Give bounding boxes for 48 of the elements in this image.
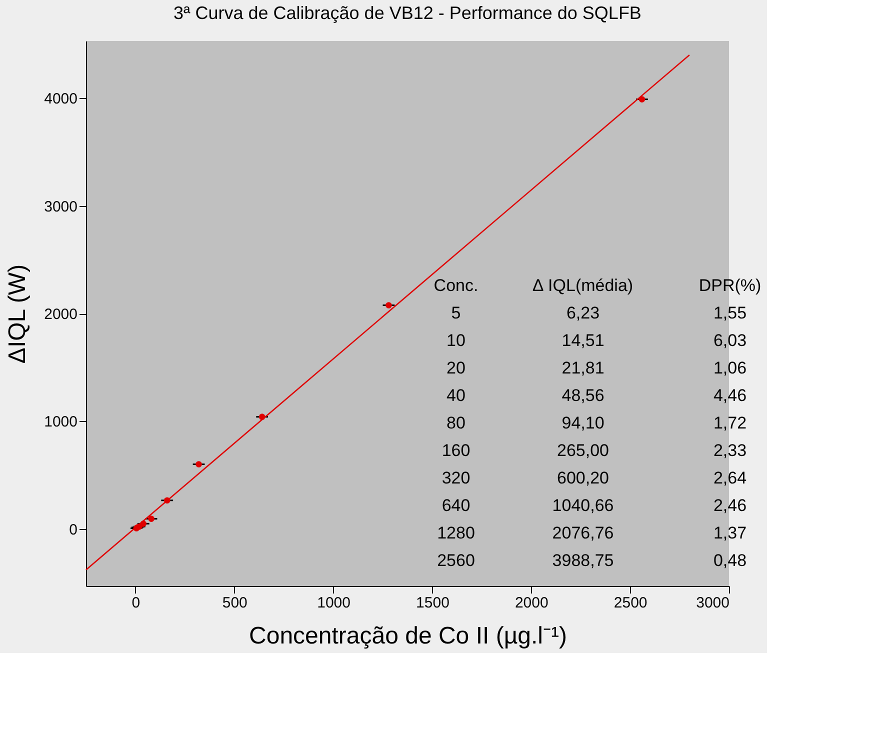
x-tick-label: 2000: [514, 594, 548, 612]
x-tick-label: 3000: [696, 594, 730, 612]
annotation: 1040,66: [552, 496, 614, 515]
annotation: 2,33: [713, 441, 747, 460]
annotation: 20: [446, 358, 466, 378]
annotation: 1280: [437, 524, 475, 542]
annotation: 48,56: [562, 386, 604, 405]
annotation: 320: [442, 468, 470, 488]
annotation: 6,23: [566, 304, 600, 322]
y-tick-label: 2000: [44, 306, 78, 323]
annotation: 1,06: [713, 358, 747, 378]
annotation: 640: [442, 496, 470, 515]
annotation: 160: [442, 441, 470, 460]
annotation: 94,10: [562, 414, 604, 432]
annotation: 5: [451, 304, 461, 322]
x-tick-label: 2500: [614, 594, 648, 612]
annotation: ∆ IQL(média): [532, 276, 634, 295]
annotation: 2076,76: [552, 524, 614, 542]
y-axis-title: ΔIQL (W): [4, 264, 32, 364]
x-axis-title: Concentração de Co II (µg.l⁻¹): [249, 622, 567, 650]
y-tick-label: 3000: [44, 198, 78, 216]
chart-title: 3ª Curva de Calibração de VB12 - Performance do SQLFB: [174, 3, 642, 23]
annotation: 2560: [437, 551, 475, 570]
y-tick-label: 4000: [44, 90, 78, 108]
annotation: 1,55: [713, 304, 747, 322]
y-tick-label: 1000: [44, 414, 78, 431]
annotation: 2,64: [713, 468, 747, 488]
annotation: 21,81: [562, 358, 604, 378]
x-tick-label: 1000: [317, 594, 350, 612]
annotation: 4,46: [713, 386, 747, 405]
annotation: 1,72: [713, 414, 747, 432]
annotation: 265,00: [557, 441, 609, 460]
annotation: 3988,75: [552, 551, 614, 570]
y-tick-label: 0: [69, 521, 78, 538]
x-tick-label: 500: [222, 594, 248, 612]
annotation: 6,03: [713, 331, 747, 350]
annotation: Conc.: [434, 276, 478, 295]
x-tick-label: 0: [132, 594, 140, 612]
annotation: 2,46: [713, 496, 747, 515]
annotation: 1,37: [713, 524, 747, 542]
annotation: DPR(%): [698, 276, 762, 295]
annotation: 40: [446, 386, 466, 405]
annotation: 0,48: [713, 551, 747, 570]
annotation: 80: [446, 414, 466, 432]
annotation: 10: [446, 331, 466, 350]
x-tick-label: 1500: [416, 594, 450, 612]
annotation: 14,51: [562, 331, 604, 350]
annotation: 600,20: [557, 468, 609, 488]
